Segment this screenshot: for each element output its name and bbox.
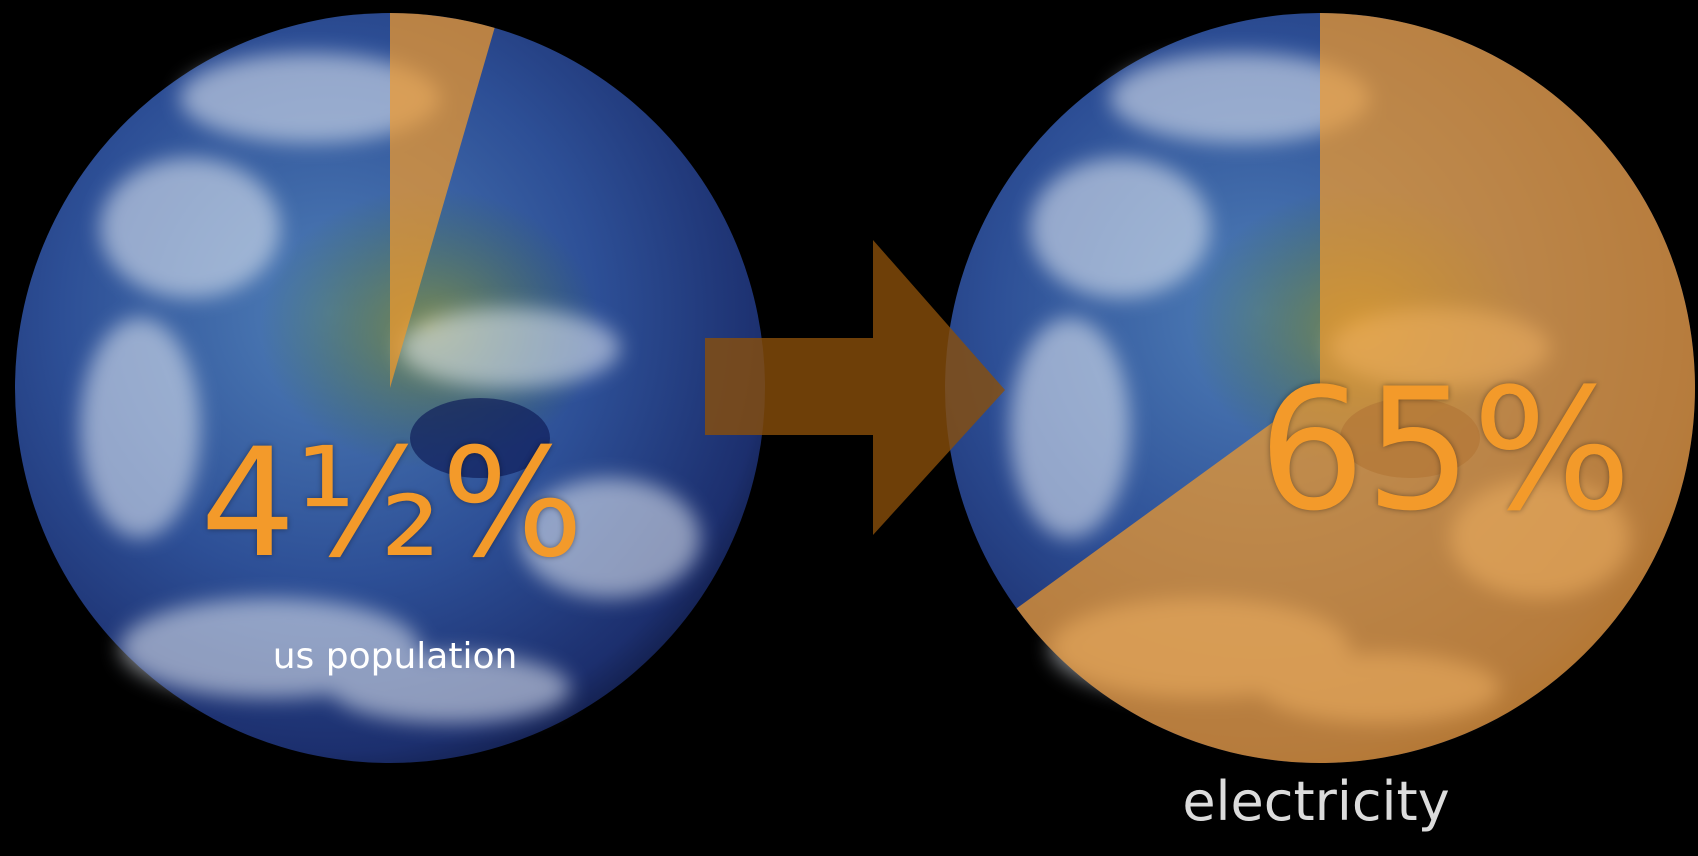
pie-slice: [1016, 13, 1695, 763]
pie-slice: [390, 13, 495, 388]
category-label: electricity: [1182, 770, 1449, 833]
category-label: us population: [273, 636, 518, 677]
pie-chart: 4½% us population: [15, 13, 765, 763]
pie-chart: 65% electricity: [945, 13, 1695, 833]
value-label: 4½%: [200, 417, 583, 591]
arrow: [705, 240, 1005, 535]
value-label: 65%: [1258, 352, 1631, 548]
